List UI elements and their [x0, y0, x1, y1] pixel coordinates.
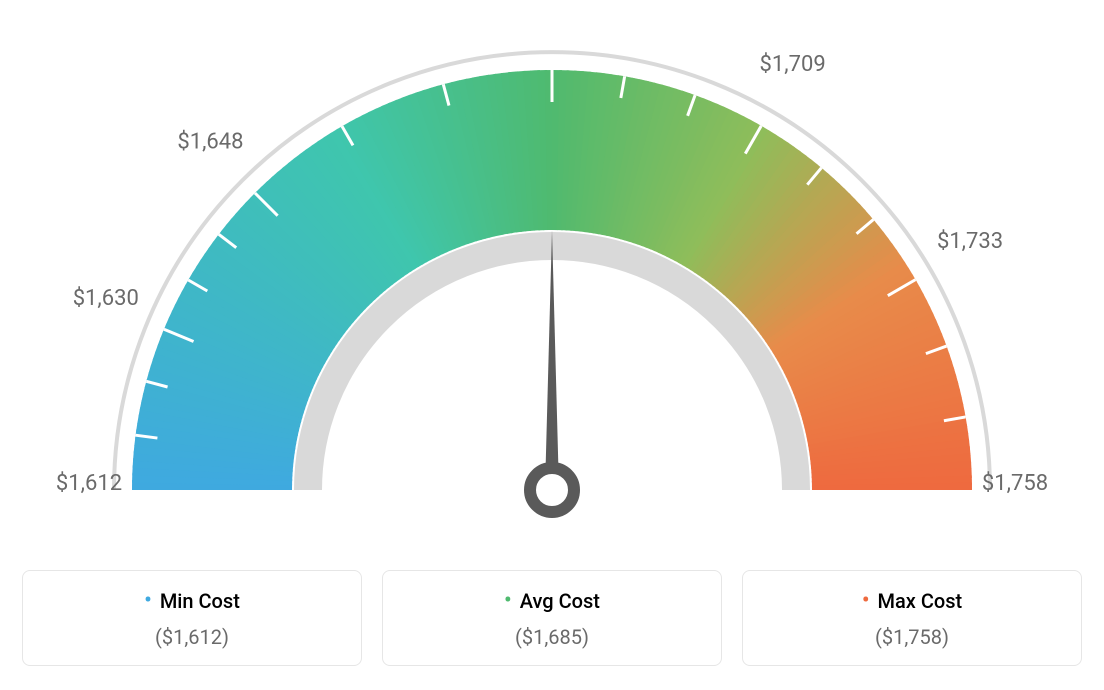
legend-card-min: • Min Cost ($1,612): [22, 570, 362, 666]
legend-value-avg: ($1,685): [393, 625, 711, 649]
gauge-tick-label: $1,612: [56, 471, 122, 496]
legend-value-min: ($1,612): [33, 625, 351, 649]
gauge-tick-label: $1,709: [760, 52, 826, 77]
cost-gauge-chart: $1,612$1,630$1,648$1,685$1,709$1,733$1,7…: [22, 20, 1082, 666]
legend-title-min: • Min Cost: [144, 589, 240, 613]
gauge-tick-label: $1,648: [177, 129, 243, 154]
bullet-icon: •: [144, 590, 152, 612]
bullet-icon: •: [862, 590, 870, 612]
legend-title-text: Max Cost: [878, 589, 963, 613]
gauge-tick-label: $1,733: [937, 229, 1003, 254]
legend-title-text: Avg Cost: [520, 589, 600, 613]
legend-title-avg: • Avg Cost: [504, 589, 600, 613]
legend-title-text: Min Cost: [160, 589, 240, 613]
gauge-svg-container: $1,612$1,630$1,648$1,685$1,709$1,733$1,7…: [22, 20, 1082, 540]
bullet-icon: •: [504, 590, 512, 612]
gauge-tick-label: $1,630: [73, 286, 139, 311]
legend-value-max: ($1,758): [753, 625, 1071, 649]
legend-row: • Min Cost ($1,612) • Avg Cost ($1,685) …: [22, 570, 1082, 666]
gauge-tick-label: $1,758: [982, 471, 1048, 496]
gauge-svg: $1,612$1,630$1,648$1,685$1,709$1,733$1,7…: [22, 20, 1082, 540]
legend-title-max: • Max Cost: [862, 589, 962, 613]
legend-card-avg: • Avg Cost ($1,685): [382, 570, 722, 666]
legend-card-max: • Max Cost ($1,758): [742, 570, 1082, 666]
